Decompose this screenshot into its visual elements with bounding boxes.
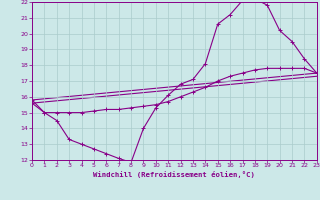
X-axis label: Windchill (Refroidissement éolien,°C): Windchill (Refroidissement éolien,°C): [93, 171, 255, 178]
